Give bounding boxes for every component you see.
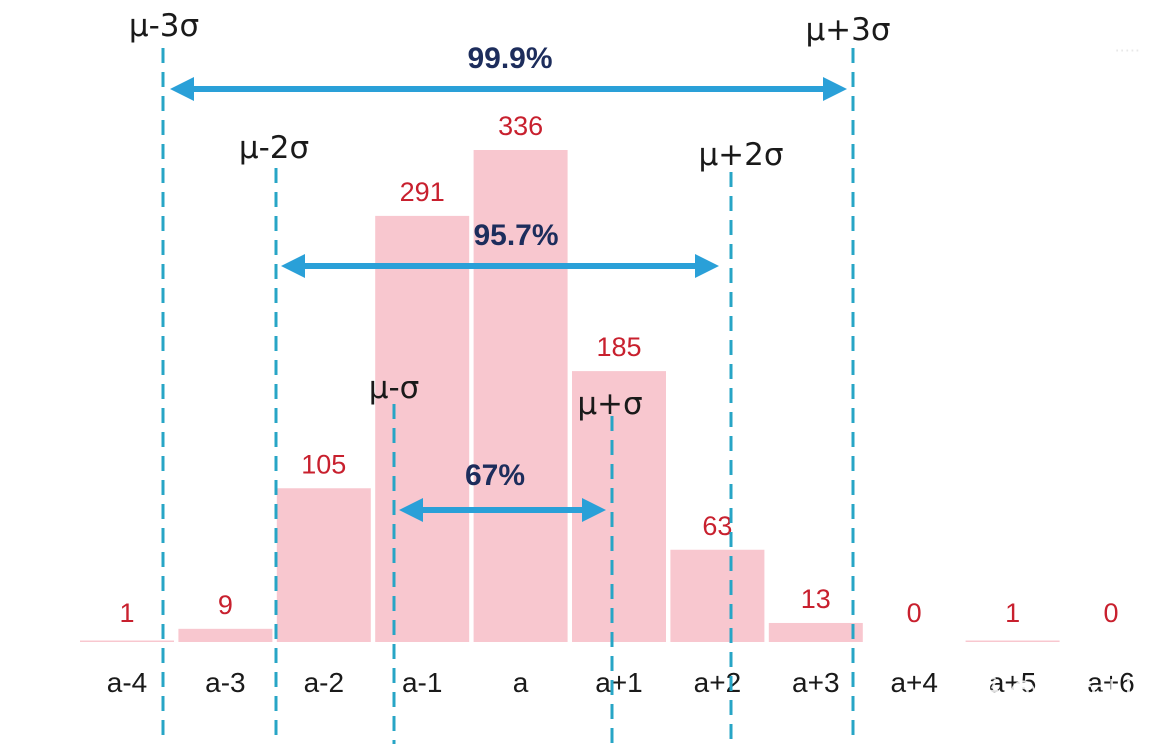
category-label-a-4: a-4	[107, 667, 147, 698]
category-label-a+3: a+3	[792, 667, 840, 698]
category-label-a-1: a-1	[402, 667, 442, 698]
bar-a-3	[178, 628, 273, 642]
category-label-a-3: a-3	[205, 667, 245, 698]
category-label-a+1: a+1	[595, 667, 643, 698]
bar-a-2	[276, 488, 371, 642]
bars-layer	[80, 150, 1060, 642]
sigma-label-1: μ+3σ	[805, 12, 890, 48]
range-arrow-left-head-1	[281, 254, 305, 278]
range-arrows-layer	[170, 77, 847, 522]
range-arrow-right-head-1	[695, 254, 719, 278]
value-labels-layer: 1 9 105 291 336 185 63 13 0 1 0	[119, 111, 1118, 628]
sigma-label-3: μ+2σ	[698, 137, 783, 173]
value-label-a+6: 0	[1103, 598, 1118, 628]
range-arrow-left-head-2	[399, 498, 423, 522]
bar-a	[473, 150, 568, 642]
sigma-label-2: μ-2σ	[239, 130, 309, 166]
value-label-a+1: 185	[596, 332, 641, 362]
category-label-a: a	[513, 667, 529, 698]
bar-a+5	[965, 640, 1060, 642]
bar-a+3	[768, 622, 863, 642]
sigma-label-4: μ-σ	[369, 370, 420, 406]
range-arrow-right-head-2	[582, 498, 606, 522]
category-label-a+2: a+2	[694, 667, 742, 698]
percent-labels-layer: 99.9% 95.7% 67%	[465, 42, 559, 492]
value-label-a: 336	[498, 111, 543, 141]
bar-a-4	[80, 640, 174, 642]
bar-a+2	[670, 549, 765, 642]
sigma-label-0: μ-3σ	[129, 8, 199, 44]
value-label-a-3: 9	[218, 590, 233, 620]
range-percent-1: 95.7%	[473, 219, 558, 252]
value-label-a+2: 63	[702, 511, 732, 541]
value-label-a+5: 1	[1005, 598, 1020, 628]
value-label-a-2: 105	[301, 449, 346, 479]
sigma-lines-layer	[161, 48, 855, 744]
value-label-a+4: 0	[907, 598, 922, 628]
watermark: 知乎 @laurel L	[944, 674, 1140, 707]
category-labels-layer: a-4 a-3 a-2 a-1 a a+1 a+2 a+3 a+4 a+5 a+6	[107, 667, 1135, 698]
value-label-a-1: 291	[400, 177, 445, 207]
watermark-top: ·····	[1115, 41, 1140, 60]
sigma-label-5: μ+σ	[577, 386, 642, 422]
value-label-a+3: 13	[801, 584, 831, 614]
category-label-a+6: a+6	[1087, 667, 1135, 698]
category-label-a+5: a+5	[989, 667, 1037, 698]
sigma-labels-layer: μ-3σ μ+3σ μ-2σ μ+2σ μ-σ μ+σ	[129, 8, 891, 422]
range-percent-2: 67%	[465, 459, 525, 492]
range-percent-0: 99.9%	[467, 42, 552, 75]
bar-a-1	[375, 215, 470, 642]
category-label-a+4: a+4	[890, 667, 938, 698]
category-label-a-2: a-2	[304, 667, 344, 698]
range-arrow-left-head-0	[170, 77, 194, 101]
range-arrow-right-head-0	[823, 77, 847, 101]
value-label-a-4: 1	[119, 598, 134, 628]
